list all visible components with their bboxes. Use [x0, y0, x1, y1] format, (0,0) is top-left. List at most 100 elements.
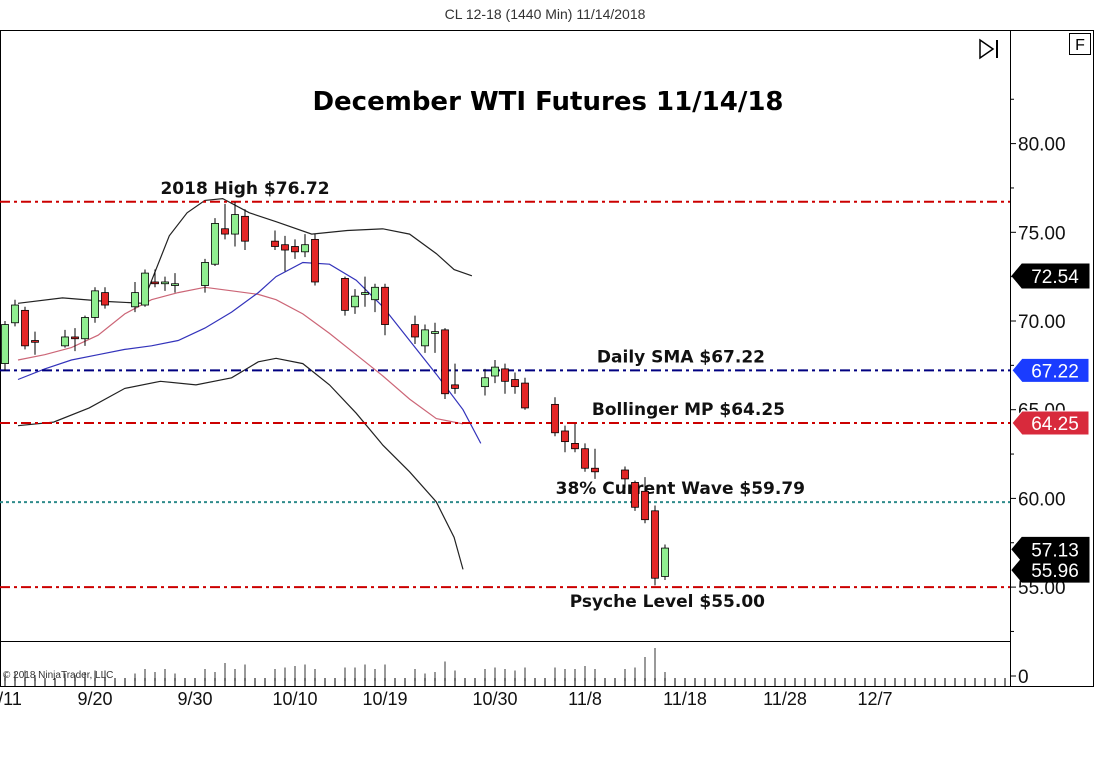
sma-slow-line: [17, 261, 482, 444]
level-badge-shape: [1011, 410, 1090, 436]
chart-header: CL 12-18 (1440 Min) 11/14/2018: [445, 6, 646, 22]
bollinger-upper-line: [17, 197, 473, 304]
candle-body: [151, 281, 159, 285]
candle-body: [511, 379, 519, 388]
candle-body: [561, 430, 569, 443]
y-tick-label: 55.00: [1018, 578, 1066, 599]
candle-body: [171, 283, 179, 286]
x-tick-label: 11/8: [568, 689, 602, 709]
candle-body: [291, 246, 299, 253]
price-badge-label: 57.13: [1031, 540, 1079, 561]
sma-fast-line: [17, 286, 464, 425]
candle-body: [71, 336, 79, 340]
candle-body: [161, 281, 169, 285]
x-tick-label: 10/19: [362, 689, 407, 709]
candle-body: [1, 324, 9, 364]
candle-body: [221, 228, 229, 235]
level-label: Bollinger MP $64.25: [592, 400, 785, 420]
candle-body: [81, 317, 89, 340]
candle-body: [411, 324, 419, 338]
chart-title: December WTI Futures 11/14/18: [312, 87, 783, 117]
candle-body: [481, 377, 489, 388]
volume-zero-label: 0: [1018, 667, 1029, 688]
candle-body: [431, 331, 439, 334]
x-tick-label: 9/11: [0, 689, 22, 709]
candle-body: [341, 278, 349, 311]
candle-body: [231, 214, 239, 235]
candle-body: [381, 286, 389, 325]
candle-body: [21, 309, 29, 347]
candle-body: [361, 292, 369, 295]
x-tick-label: 11/18: [663, 689, 707, 709]
x-tick-label: 9/20: [77, 689, 112, 709]
copyright-text: © 2018 NinjaTrader, LLC: [3, 670, 113, 681]
candle-body: [521, 382, 529, 409]
candle-body: [61, 336, 69, 347]
candle-body: [201, 262, 209, 286]
candle-body: [31, 340, 39, 343]
candle-body: [211, 223, 219, 265]
candle-body: [491, 366, 499, 377]
candle-body: [441, 329, 449, 395]
level-badge-shape: [1011, 357, 1090, 383]
price-badge: 57.13: [1011, 536, 1090, 562]
x-tick-label: 9/30: [177, 689, 212, 709]
candle-body: [131, 292, 139, 308]
f-button-label: F: [1075, 37, 1085, 54]
x-tick-label: 10/10: [272, 689, 317, 709]
candle-body: [501, 368, 509, 382]
x-tick-label: 11/28: [763, 689, 807, 709]
candle-body: [421, 329, 429, 347]
candle-body: [451, 384, 459, 389]
price-badge-shape: [1011, 557, 1090, 583]
price-badge: 72.54: [1011, 263, 1090, 289]
date-axis: 9/11 9/20 9/30 10/10 10/19 10/30 11/8 11/18 11/2…: [0, 678, 1006, 709]
level-badge: 64.25: [1011, 410, 1090, 436]
candle-body: [271, 240, 279, 247]
candle-body: [351, 295, 359, 308]
candle-body: [621, 469, 629, 480]
candle-body: [311, 238, 319, 283]
candle-body: [661, 547, 669, 577]
candle-body: [241, 215, 249, 242]
candle-body: [371, 286, 379, 301]
y-tick-label: 70.00: [1018, 312, 1066, 333]
level-label: 2018 High $76.72: [160, 179, 329, 199]
candlestick-layer: [1, 202, 669, 586]
candle-body: [591, 467, 599, 473]
level-lines: 2018 High $76.72 Daily SMA $67.22 Bollinge…: [0, 179, 1010, 612]
f-button[interactable]: F: [1069, 33, 1091, 55]
level-badge-label: 67.22: [1031, 361, 1079, 382]
level-badge: 67.22: [1011, 357, 1090, 383]
x-tick-label: 12/7: [857, 689, 892, 709]
price-badge-label: 72.54: [1031, 267, 1079, 288]
level-label: Daily SMA $67.22: [597, 347, 765, 367]
level-label: 38% Current Wave $59.79: [556, 479, 805, 499]
x-tick-label: 10/30: [472, 689, 517, 709]
candle-body: [631, 482, 639, 508]
price-badge-shape: [1011, 263, 1090, 289]
price-badge-label: 55.96: [1031, 561, 1079, 582]
bollinger-lower-line: [17, 357, 464, 570]
level-badge-label: 64.25: [1031, 414, 1079, 435]
candle-body: [551, 403, 559, 434]
level-label: Psyche Level $55.00: [570, 592, 765, 612]
candle-body: [301, 244, 309, 253]
candle-body: [571, 443, 579, 450]
candle-body: [91, 290, 99, 318]
y-tick-label: 60.00: [1018, 489, 1066, 510]
indicator-layer: [17, 197, 482, 570]
candle-body: [11, 304, 19, 324]
y-tick-label: 80.00: [1018, 135, 1066, 156]
candle-body: [641, 490, 649, 521]
price-badge: 55.96: [1011, 557, 1090, 583]
candle-body: [281, 244, 289, 251]
candle-body: [581, 448, 589, 469]
candle-body: [651, 510, 659, 579]
scroll-to-end-icon[interactable]: [979, 38, 998, 60]
candle-body: [141, 272, 149, 306]
candle-body: [101, 292, 109, 306]
